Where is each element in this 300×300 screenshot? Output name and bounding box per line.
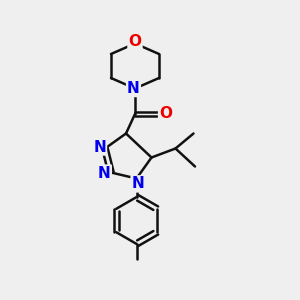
- Text: N: N: [98, 166, 111, 181]
- Text: N: N: [127, 81, 140, 96]
- Text: N: N: [132, 176, 144, 191]
- Text: N: N: [93, 140, 106, 154]
- Text: O: O: [128, 34, 142, 50]
- Text: O: O: [159, 106, 172, 122]
